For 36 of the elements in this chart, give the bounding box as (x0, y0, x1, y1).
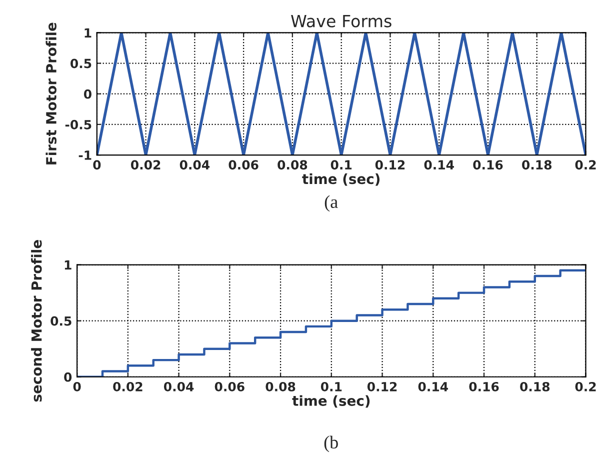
x-tick-label: 0 (93, 160, 101, 170)
y-axis-title: second Motor Profile (31, 240, 42, 402)
x-axis-title: time (sec) (302, 173, 380, 186)
x-tick-label: 0.06 (214, 382, 244, 392)
y-axis-title: First Motor Profile (46, 22, 56, 164)
x-tick-label: 0.16 (469, 382, 499, 392)
x-axis-title: time (sec) (292, 395, 370, 408)
y-tick-label: -0.5 (65, 120, 92, 130)
text: (a (324, 195, 338, 212)
text: (b (324, 436, 338, 452)
y-tick-label: -1 (78, 150, 92, 160)
x-tick-label: 0.18 (522, 160, 552, 170)
x-tick-label: 0.2 (575, 382, 596, 392)
x-tick-label: 0.08 (278, 160, 308, 170)
y-tick-label: 1 (84, 28, 92, 38)
y-tick-label: 0.5 (50, 316, 72, 326)
x-tick-label: 0.04 (180, 160, 210, 170)
x-tick-label: 0.14 (418, 382, 448, 392)
x-tick-label: 0.08 (266, 382, 296, 392)
y-tick-label: 0 (64, 372, 72, 382)
y-tick-label: 0 (84, 89, 92, 99)
x-tick-label: 0.06 (228, 160, 258, 170)
x-tick-label: 0.02 (113, 382, 142, 392)
y-tick-label: 0.5 (70, 58, 92, 68)
x-tick-label: 0.18 (520, 382, 550, 392)
y-tick-label: 1 (64, 260, 72, 270)
x-tick-label: 0.1 (320, 382, 342, 392)
chart-title: Wave Forms (291, 14, 392, 28)
x-tick-label: 0.16 (473, 160, 503, 170)
x-tick-label: 0.12 (367, 382, 397, 392)
x-tick-label: 0.14 (424, 160, 454, 170)
x-tick-label: 0.2 (575, 160, 596, 170)
x-tick-label: 0.1 (330, 160, 352, 170)
x-tick-label: 0.04 (164, 382, 194, 392)
x-tick-label: 0.02 (130, 160, 160, 170)
x-tick-label: 0.12 (375, 160, 405, 170)
